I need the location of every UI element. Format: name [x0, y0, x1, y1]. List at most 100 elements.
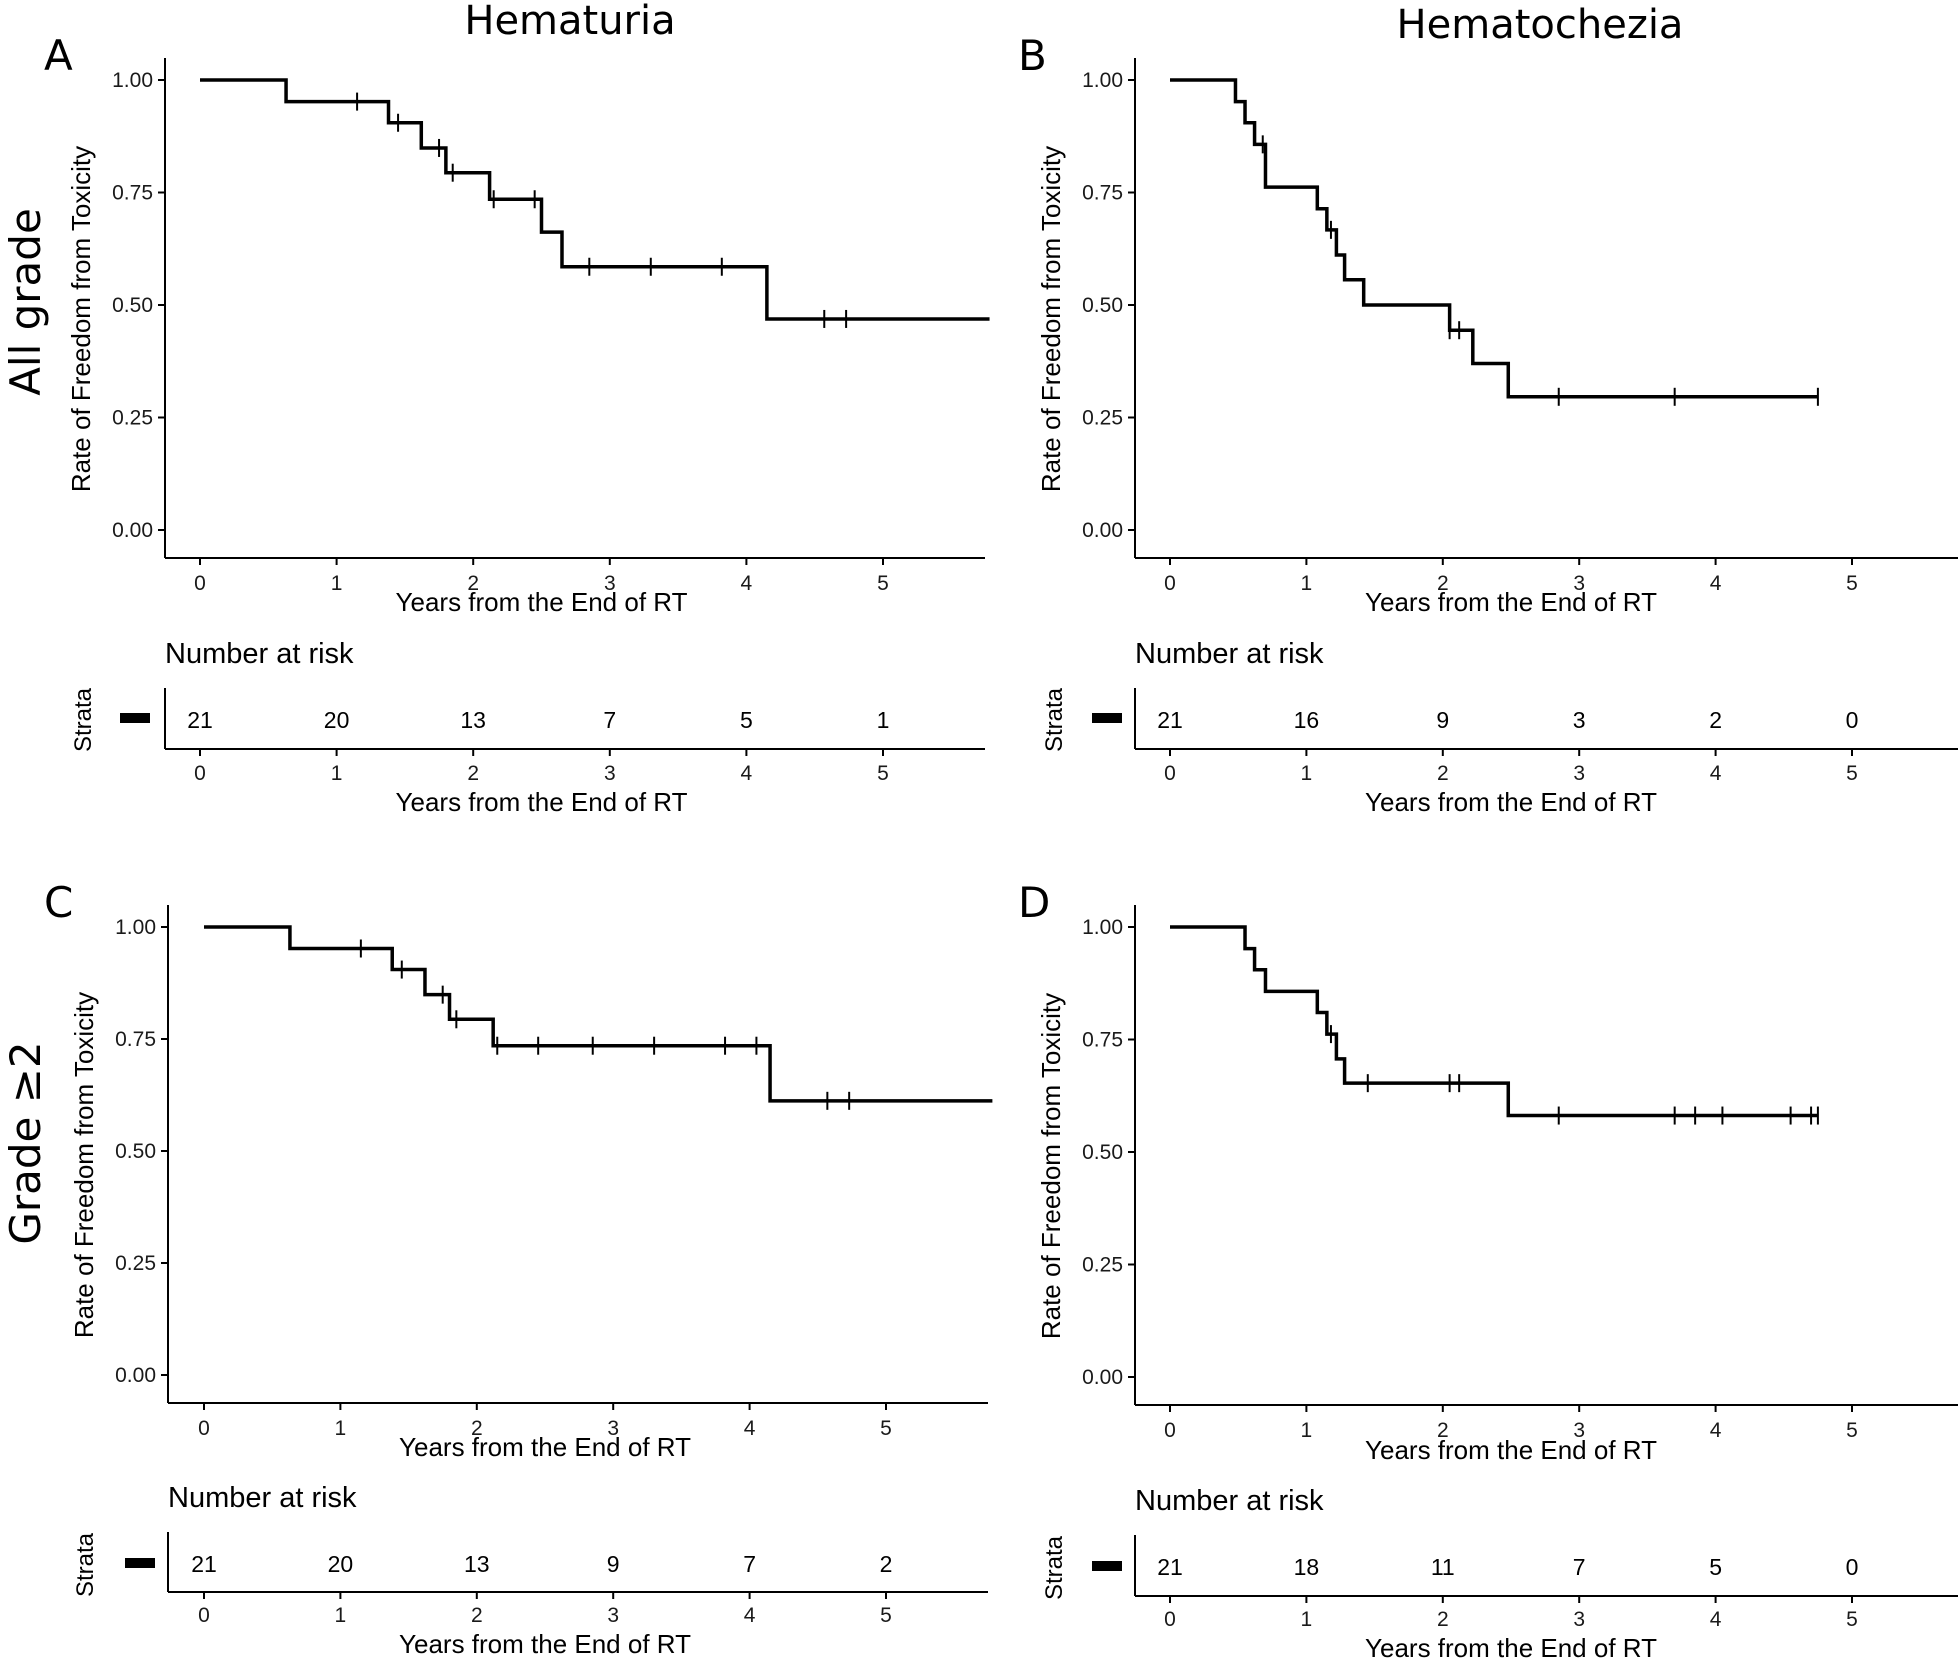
- km-survival-curve: [204, 925, 993, 1103]
- risk-x-tick-label: 5: [1846, 762, 1858, 785]
- risk-count: 21: [187, 707, 213, 733]
- x-axis-title: Years from the End of RT: [399, 1432, 691, 1462]
- risk-count: 9: [607, 1551, 620, 1577]
- x-tick-label: 1: [335, 1417, 347, 1440]
- risk-count: 20: [328, 1551, 354, 1577]
- column-title-hematochezia: Hematochezia: [1397, 2, 1684, 48]
- x-axis-title: Years from the End of RT: [1365, 1435, 1657, 1465]
- risk-x-tick-label: 1: [331, 762, 343, 785]
- x-axis-title: Years from the End of RT: [396, 587, 688, 617]
- x-tick-label: 4: [1710, 572, 1722, 595]
- risk-x-tick-label: 5: [1846, 1608, 1858, 1631]
- y-tick-label: 0.00: [1082, 1366, 1123, 1389]
- risk-x-tick-label: 4: [744, 1604, 756, 1627]
- x-tick-label: 5: [877, 572, 889, 595]
- risk-count: 16: [1294, 707, 1320, 733]
- risk-table-title: Number at risk: [1135, 638, 1324, 670]
- y-tick-label: 0.50: [1082, 1141, 1123, 1164]
- risk-x-tick-label: 2: [467, 762, 479, 785]
- x-tick-label: 2: [1437, 572, 1449, 595]
- panel-letter-b: B: [1018, 31, 1047, 80]
- risk-count: 18: [1294, 1554, 1320, 1580]
- panel-d: 0.00 0.25 0.50 0.75 1.00 0 1 2 3 4 5 Rate of Freedo…: [1036, 905, 1958, 1663]
- x-axis-title: Years from the End of RT: [1365, 587, 1657, 617]
- risk-x-tick-label: 0: [194, 762, 206, 785]
- risk-count: 2: [1709, 707, 1722, 733]
- y-tick-label: 0.75: [112, 182, 153, 205]
- risk-x-tick-label: 3: [607, 1604, 619, 1627]
- y-tick-label: 0.50: [115, 1140, 156, 1163]
- y-tick-label: 0.75: [1082, 182, 1123, 205]
- strata-legend-key: [1092, 1561, 1122, 1571]
- strata-legend-key: [120, 713, 150, 723]
- panel-c: 0.00 0.25 0.50 0.75 1.00 0 1 2 3 4 5 Rate of Freedo…: [69, 905, 993, 1659]
- risk-x-tick-label: 5: [880, 1604, 892, 1627]
- y-tick-label: 1.00: [115, 916, 156, 939]
- risk-count: 7: [743, 1551, 756, 1577]
- y-tick-label: 0.25: [1082, 407, 1123, 430]
- x-tick-label: 1: [1301, 572, 1313, 595]
- risk-count: 2: [880, 1551, 893, 1577]
- y-tick-label: 0.00: [115, 1364, 156, 1387]
- row-label-grade-2: Grade ≥2: [1, 1041, 50, 1244]
- risk-x-tick-label: 1: [1301, 1608, 1313, 1631]
- x-tick-label: 3: [607, 1417, 619, 1440]
- risk-count: 11: [1431, 1554, 1455, 1580]
- risk-x-tick-label: 4: [741, 762, 753, 785]
- y-tick-label: 0.75: [115, 1028, 156, 1051]
- risk-x-tick-label: 2: [1437, 1608, 1449, 1631]
- risk-count: 5: [1709, 1554, 1722, 1580]
- risk-x-axis-title: Years from the End of RT: [396, 787, 688, 817]
- risk-x-tick-label: 4: [1710, 1608, 1722, 1631]
- x-tick-label: 2: [467, 572, 479, 595]
- x-tick-label: 2: [1437, 1419, 1449, 1442]
- panel-b: 0.00 0.25 0.50 0.75 1.00 0 1 2 3 4 5 Rate of Freedo…: [1036, 58, 1958, 817]
- risk-x-tick-label: 3: [1573, 1608, 1585, 1631]
- risk-x-tick-label: 3: [604, 762, 616, 785]
- risk-x-axis-title: Years from the End of RT: [399, 1629, 691, 1659]
- risk-x-tick-label: 0: [1164, 1608, 1176, 1631]
- column-title-hematuria: Hematuria: [464, 0, 675, 44]
- risk-count: 7: [603, 707, 616, 733]
- strata-label: Strata: [70, 687, 97, 752]
- risk-count: 1: [877, 707, 890, 733]
- strata-legend-key: [1092, 713, 1122, 723]
- x-tick-label: 4: [744, 1417, 756, 1440]
- risk-count: 3: [1573, 707, 1586, 733]
- panel-letter-d: D: [1018, 878, 1050, 927]
- x-tick-label: 4: [1710, 1419, 1722, 1442]
- y-tick-label: 0.00: [112, 519, 153, 542]
- risk-x-tick-label: 1: [1301, 762, 1313, 785]
- y-axis-title: Rate of Freedom from Toxicity: [1036, 993, 1066, 1339]
- x-tick-label: 5: [1846, 1419, 1858, 1442]
- panel-letter-a: A: [44, 31, 73, 80]
- risk-x-tick-label: 4: [1710, 762, 1722, 785]
- risk-x-tick-label: 0: [1164, 762, 1176, 785]
- y-tick-label: 1.00: [1082, 916, 1123, 939]
- y-tick-label: 0.00: [1082, 519, 1123, 542]
- risk-count: 9: [1436, 707, 1449, 733]
- x-tick-label: 5: [1846, 572, 1858, 595]
- x-tick-label: 1: [331, 572, 343, 595]
- x-tick-label: 1: [1301, 1419, 1313, 1442]
- x-tick-label: 3: [604, 572, 616, 595]
- y-tick-label: 0.75: [1082, 1029, 1123, 1052]
- risk-table-title: Number at risk: [168, 1482, 357, 1514]
- risk-x-axis-title: Years from the End of RT: [1365, 1633, 1657, 1663]
- x-tick-label: 0: [1164, 1419, 1176, 1442]
- risk-count: 5: [740, 707, 753, 733]
- x-tick-label: 5: [880, 1417, 892, 1440]
- risk-count: 20: [324, 707, 350, 733]
- km-survival-curve: [1170, 925, 1818, 1118]
- risk-x-tick-label: 3: [1573, 762, 1585, 785]
- strata-label: Strata: [72, 1532, 99, 1597]
- y-tick-label: 1.00: [112, 69, 153, 92]
- risk-x-tick-label: 5: [877, 762, 889, 785]
- y-axis-title: Rate of Freedom from Toxicity: [1036, 146, 1066, 492]
- risk-x-tick-label: 2: [471, 1604, 483, 1627]
- panel-letter-c: C: [44, 878, 73, 927]
- risk-count: 13: [464, 1551, 490, 1577]
- x-tick-label: 3: [1573, 572, 1585, 595]
